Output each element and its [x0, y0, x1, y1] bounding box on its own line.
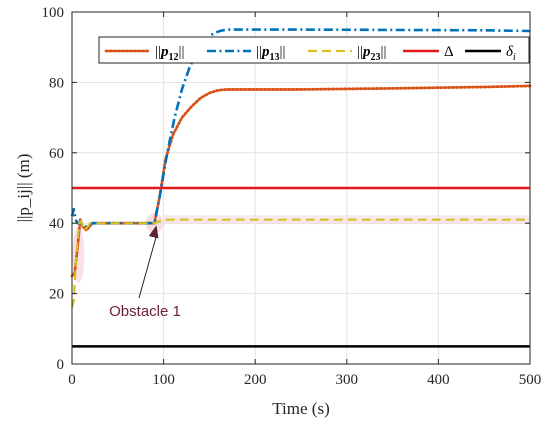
annotation-arrowhead	[148, 225, 159, 239]
y-tick-label: 0	[57, 357, 65, 373]
series-group	[70, 28, 532, 348]
annotation: Obstacle 1	[109, 225, 181, 320]
annotation-label: Obstacle 1	[109, 303, 181, 320]
legend-label: ||p23||	[357, 44, 387, 63]
x-tick-label: 400	[427, 372, 450, 388]
x-tick-label: 0	[68, 372, 76, 388]
x-tick-label: 300	[336, 372, 359, 388]
y-axis-title: ||p_ij|| (m)	[14, 154, 33, 223]
x-axis-title: Time (s)	[272, 399, 329, 418]
legend-label: Δ	[444, 44, 454, 60]
y-tick-label: 20	[49, 287, 64, 303]
legend-label: ||p13||	[256, 44, 286, 63]
annotation-arrow	[138, 236, 157, 299]
legend-label: δi	[506, 44, 516, 63]
x-tick-label: 100	[152, 372, 175, 388]
y-tick-label: 100	[42, 5, 65, 21]
plot-frame	[71, 11, 531, 365]
y-tick-label: 60	[49, 146, 64, 162]
legend-label: ||p12||	[155, 44, 185, 63]
x-tick-label: 200	[244, 372, 267, 388]
x-tick-label: 500	[519, 372, 542, 388]
y-tick-label: 40	[49, 216, 64, 232]
highlight-region	[163, 215, 530, 225]
series-line-3	[70, 218, 530, 308]
ticks: 0 100 200 300 400 500 0 20 40 60 80 100	[42, 5, 542, 388]
y-tick-label: 80	[49, 75, 64, 91]
